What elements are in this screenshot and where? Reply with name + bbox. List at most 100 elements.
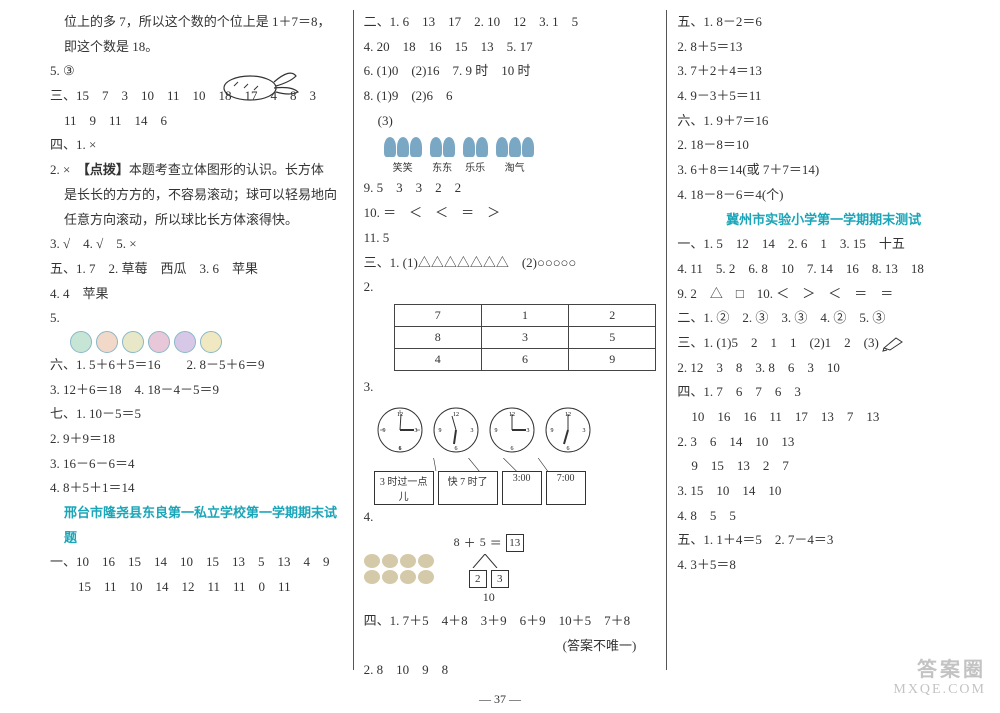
sheep-icon — [364, 554, 380, 568]
cell: 4 — [394, 348, 481, 370]
text-line: 4. 11 5. 2 6. 8 10 7. 14 16 8. 13 18 — [677, 257, 970, 282]
text-line: 五、1. 8－2＝6 — [677, 10, 970, 35]
watermark-url: MXQE.COM — [893, 682, 986, 699]
character-icon — [463, 137, 475, 157]
table-row: 712 — [394, 304, 656, 326]
text-line: 四、1. 7 6 7 6 3 — [677, 380, 970, 405]
text-line: 9 15 13 2 7 — [677, 454, 970, 479]
svg-text:9: 9 — [550, 428, 553, 434]
text-line: 是长长的方方的，不容易滚动；球可以轻易地向 — [50, 183, 343, 208]
text-line: 六、1. 9＋7＝16 — [677, 109, 970, 134]
number-grid: 712 835 469 — [394, 304, 657, 371]
text-line: 3. √ 4. √ 5. × — [50, 232, 343, 257]
text-line: 4. 9－3＋5＝11 — [677, 84, 970, 109]
character-group: 乐乐 — [463, 137, 488, 174]
character-icon — [410, 137, 422, 157]
cell: 3 — [481, 326, 568, 348]
text-line: 二、1. 6 13 17 2. 10 12 3. 1 5 — [364, 10, 657, 35]
clock-icon: 12369 — [486, 404, 538, 456]
text-line: 一、1. 5 12 14 2. 6 1 3. 15 十五 — [677, 232, 970, 257]
text-line: 六、1. 5＋6＋5＝16 2. 8－5＋6＝9 — [50, 353, 343, 378]
text-line: 2. 12 3 8 3. 8 6 3 10 — [677, 356, 970, 381]
text-line: 三、1. (1)5 2 1 1 (2)1 2 (3) — [677, 331, 970, 356]
sheep-icon — [400, 554, 416, 568]
sheep-icon — [382, 554, 398, 568]
eq-sub: 10 — [483, 590, 495, 605]
text-line: 四、1. × — [50, 133, 343, 158]
text-line: 任意方向滚动，所以球比长方体滚得快。 — [50, 208, 343, 233]
text-line: 3. — [364, 375, 657, 400]
text-line: 2. 3 6 14 10 13 — [677, 430, 970, 455]
sheep-icon — [382, 570, 398, 584]
text-line: 2. 18－8＝10 — [677, 133, 970, 158]
sheep-icon — [418, 570, 434, 584]
pencil-icon — [882, 336, 904, 352]
text-line: 11. 5 — [364, 226, 657, 251]
tip-label: 【点拨】 — [83, 162, 129, 177]
column-3: 五、1. 8－2＝6 2. 8＋5＝13 3. 7＋2＋4＝13 4. 9－3＋… — [667, 10, 980, 683]
sheep-icon — [418, 554, 434, 568]
character-icon — [509, 137, 521, 157]
clock-icon: 12369 — [430, 404, 482, 456]
svg-text:6: 6 — [510, 446, 513, 452]
character-icon — [496, 137, 508, 157]
text-line: 4. 8 5 5 — [677, 504, 970, 529]
character-group: 笑笑 — [384, 137, 422, 174]
sheep-icon — [400, 570, 416, 584]
text-line: 11 9 11 14 6 — [50, 109, 343, 134]
eq-part: 3 — [491, 570, 509, 588]
equation-diagram: 8 ＋ 5 ＝ 13 2 3 10 — [364, 534, 657, 605]
character-icon — [430, 137, 442, 157]
cell: 8 — [394, 326, 481, 348]
column-2: 二、1. 6 13 17 2. 10 12 3. 1 5 4. 20 18 16… — [354, 10, 667, 683]
text-line: 4. 8＋5＋1＝14 — [50, 476, 343, 501]
text-line: 一、10 16 15 14 10 15 13 5 13 4 9 — [50, 550, 343, 575]
text-line: 位上的多 7，所以这个数的个位上是 1＋7＝8， — [50, 10, 343, 35]
clock-label: 3 时过一点儿 — [374, 471, 434, 505]
text-line: 2. 9＋9＝18 — [50, 427, 343, 452]
svg-text:3: 3 — [470, 428, 473, 434]
carrot-icon — [220, 58, 300, 108]
column-1: 位上的多 7，所以这个数的个位上是 1＋7＝8， 即这个数是 18。 5. ③ … — [40, 10, 353, 683]
svg-text:12: 12 — [397, 412, 403, 418]
svg-text:6: 6 — [566, 446, 569, 452]
text-line: 4. 4 苹果 — [50, 282, 343, 307]
text-line: 3. 12＋6＝18 4. 18－4－5＝9 — [50, 378, 343, 403]
sheep-group — [364, 554, 444, 584]
eq-part: 2 — [469, 570, 487, 588]
character-label: 淘气 — [496, 159, 534, 174]
page-number: — 37 — — [479, 692, 521, 707]
character-group: 东东 — [430, 137, 455, 174]
text: 三、1. (1)5 2 1 1 (2)1 2 (3) — [677, 335, 878, 350]
character-label: 乐乐 — [463, 159, 488, 174]
cell: 2 — [569, 304, 656, 326]
eq-op: ＝ — [490, 534, 502, 551]
svg-text:3: 3 — [582, 428, 585, 434]
svg-text:12: 12 — [453, 412, 459, 418]
text-line: 七、1. 10－5＝5 — [50, 402, 343, 427]
page-root: 位上的多 7，所以这个数的个位上是 1＋7＝8， 即这个数是 18。 5. ③ … — [0, 0, 1000, 713]
text-line: 4. 20 18 16 15 13 5. 17 — [364, 35, 657, 60]
table-row: 835 — [394, 326, 656, 348]
text-line: 五、1. 7 2. 草莓 西瓜 3. 6 苹果 — [50, 257, 343, 282]
clock-label: 3:00 — [502, 471, 542, 505]
text-line: 15 11 10 14 12 11 11 0 11 — [50, 575, 343, 600]
character-icon — [443, 137, 455, 157]
table-row: 469 — [394, 348, 656, 370]
cartoon-row: 笑笑 东东 乐乐 淘气 — [384, 137, 657, 174]
character-label: 笑笑 — [384, 159, 422, 174]
equation-box: 8 ＋ 5 ＝ 13 2 3 10 — [454, 534, 524, 605]
text-line: 4. — [364, 505, 657, 530]
text-line: 四、1. 7＋5 4＋8 3＋9 6＋9 10＋5 7＋8 — [364, 609, 657, 634]
clock-labels-row: 3 时过一点儿 快 7 时了 3:00 7:00 — [374, 471, 657, 505]
clock-label: 7:00 — [546, 471, 586, 505]
clock-icon: 12369 — [542, 404, 594, 456]
text-line: 2. 8＋5＝13 — [677, 35, 970, 60]
character-label: 东东 — [430, 159, 455, 174]
apple-icon — [96, 331, 118, 353]
cell: 1 — [481, 304, 568, 326]
svg-text:6: 6 — [454, 446, 457, 452]
character-icon — [397, 137, 409, 157]
watermark: 答案圈 MXQE.COM — [893, 658, 986, 699]
cherry-icon — [148, 331, 170, 353]
